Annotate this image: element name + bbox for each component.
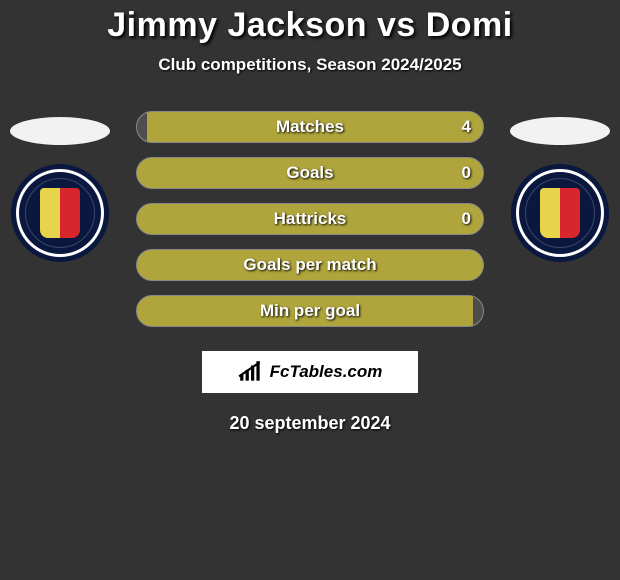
source-logo-text: FcTables.com: [270, 362, 383, 382]
stat-bar: Matches4: [136, 111, 484, 143]
page-subtitle: Club competitions, Season 2024/2025: [0, 55, 620, 75]
left-player-column: [6, 103, 114, 257]
stat-bar: Hattricks0: [136, 203, 484, 235]
stat-label: Hattricks: [137, 204, 483, 234]
page-title: Jimmy Jackson vs Domi: [0, 6, 620, 45]
source-logo[interactable]: FcTables.com: [202, 351, 418, 393]
left-player-avatar: [10, 117, 110, 145]
stat-bar: Goals0: [136, 157, 484, 189]
right-player-column: [506, 103, 614, 257]
right-player-avatar: [510, 117, 610, 145]
stat-value-right: 4: [450, 112, 483, 142]
shield-icon: [540, 188, 580, 238]
stat-value-right: 0: [450, 204, 483, 234]
comparison-row: Matches4Goals0Hattricks0Goals per matchM…: [0, 103, 620, 335]
stats-list: Matches4Goals0Hattricks0Goals per matchM…: [136, 103, 484, 335]
date-text: 20 september 2024: [0, 413, 620, 434]
shield-icon: [40, 188, 80, 238]
stat-value-right: 0: [450, 158, 483, 188]
stat-label: Goals per match: [137, 250, 483, 280]
stat-label: Min per goal: [137, 296, 483, 326]
right-club-badge: [516, 169, 604, 257]
stat-right-notch: [473, 296, 483, 326]
stat-bar: Goals per match: [136, 249, 484, 281]
comparison-card: Jimmy Jackson vs Domi Club competitions,…: [0, 0, 620, 580]
stat-label: Matches: [137, 112, 483, 142]
bar-chart-icon: [238, 361, 264, 383]
stat-label: Goals: [137, 158, 483, 188]
stat-left-notch: [137, 112, 147, 142]
left-club-badge: [16, 169, 104, 257]
stat-bar: Min per goal: [136, 295, 484, 327]
